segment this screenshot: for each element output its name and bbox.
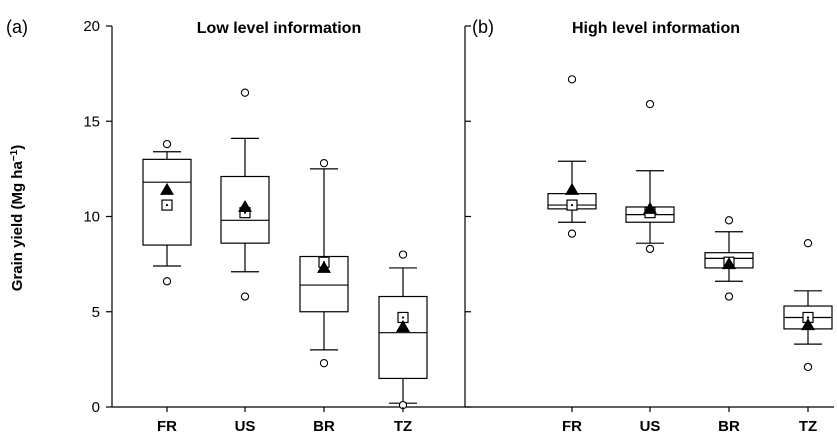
y-tick-label: 0 [92, 399, 100, 416]
outlier-point [645, 244, 655, 254]
outlier-point [803, 239, 813, 248]
box-tz [378, 250, 428, 410]
x-category-label: FR [562, 418, 582, 435]
panel-title: Low level information [197, 20, 361, 37]
mean-marker [160, 182, 174, 195]
panel-a: 0 5 10 15 20 (a) Low level information FR US BR TZ [6, 17, 465, 435]
box-br [704, 216, 754, 301]
mean-marker [238, 199, 252, 212]
box-us [220, 88, 270, 301]
y-tick-label: 15 [83, 113, 100, 130]
mean-marker [643, 201, 657, 214]
mean-marker [565, 182, 579, 195]
observed-marker-dot [570, 203, 574, 207]
observed-marker-dot [401, 316, 405, 319]
y-tick-label: 10 [83, 209, 100, 226]
outlier-point [319, 159, 329, 168]
outlier-point [567, 75, 577, 84]
mean-marker [801, 318, 815, 331]
outlier-point [724, 216, 734, 225]
observed-marker-dot [165, 203, 169, 207]
x-category-label: BR [718, 418, 740, 435]
box-iqr [378, 295, 428, 380]
panel-b: (b) High level information FR US BR TZ [464, 17, 834, 435]
mean-marker [396, 319, 410, 332]
x-category-label: US [235, 418, 256, 435]
outlier-point [645, 99, 655, 109]
mean-marker [722, 257, 736, 270]
outlier-point [398, 250, 408, 259]
outlier-point [724, 292, 734, 301]
outlier-point [240, 292, 250, 301]
box-tz [783, 239, 833, 372]
observed-marker-dot [806, 316, 810, 319]
box-fr [142, 139, 192, 286]
x-category-label: FR [157, 418, 177, 435]
y-tick-label: 5 [92, 304, 100, 321]
outlier-point [240, 88, 250, 97]
y-axis-label: Grain yield (Mg ha−1) [9, 145, 27, 291]
outlier-point [567, 229, 577, 238]
x-category-label: US [640, 418, 661, 435]
y-axis-label-text: Grain yield (Mg ha [9, 161, 26, 292]
box-br [299, 159, 349, 368]
mean-marker [317, 260, 331, 273]
x-category-label: TZ [394, 418, 412, 435]
y-tick-label: 20 [83, 18, 100, 35]
x-category-label: BR [313, 418, 335, 435]
y-axis-label-superscript: −1 [9, 149, 20, 161]
panel-tag: (b) [472, 17, 494, 37]
panel-tag: (a) [6, 17, 28, 37]
box-us [625, 99, 675, 254]
observed-marker-dot [243, 211, 247, 214]
outlier-point [162, 139, 172, 149]
x-category-label: TZ [799, 418, 817, 435]
outlier-point [162, 277, 172, 286]
box-fr [547, 75, 597, 238]
y-axis-label-close: ) [9, 145, 26, 150]
panel-title: High level information [572, 20, 740, 37]
outlier-point [803, 362, 813, 372]
outlier-point [319, 359, 329, 368]
